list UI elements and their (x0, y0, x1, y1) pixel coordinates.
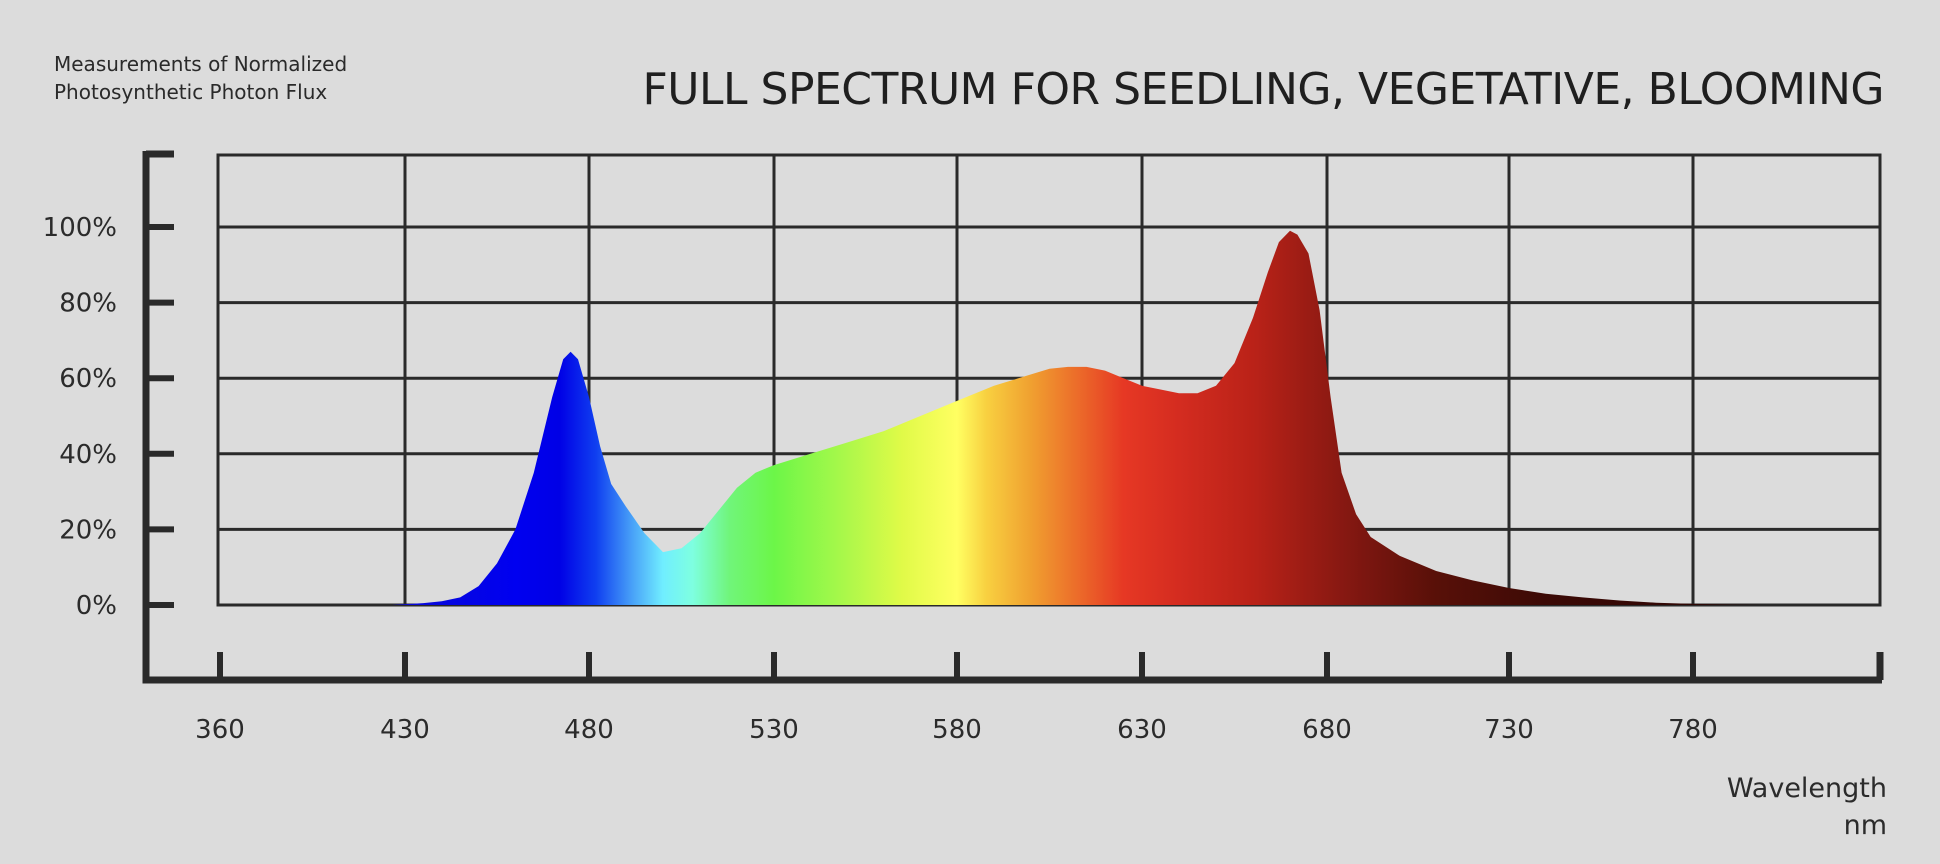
x-tick-label: 430 (380, 715, 430, 745)
x-tick-label: 530 (749, 715, 799, 745)
x-tick-label: 360 (195, 715, 245, 745)
axes (142, 150, 1884, 684)
spectrum-area (352, 230, 1804, 606)
y-tick-label: 0% (76, 591, 117, 621)
y-tick-label: 100% (43, 213, 117, 243)
chart-title: FULL SPECTRUM FOR SEEDLING, VEGETATIVE, … (642, 64, 1884, 115)
subtitle-line-2: Photosynthetic Photon Flux (54, 80, 328, 104)
x-tick-label: 680 (1302, 715, 1352, 745)
x-tick-label: 730 (1484, 715, 1534, 745)
x-axis-label: Wavelength nm (1727, 770, 1887, 844)
y-tick-label: 80% (59, 289, 117, 319)
y-tick-labels: 0% 20% 40% 60% 80% 100% (43, 213, 117, 621)
x-tick-label: 580 (932, 715, 982, 745)
x-axis-label-line-1: Wavelength (1726, 773, 1887, 804)
x-tick-label: 480 (564, 715, 614, 745)
y-tick-label: 40% (59, 440, 117, 470)
y-tick-label: 20% (59, 515, 117, 545)
x-tick-label: 780 (1668, 715, 1718, 745)
chart-subtitle: Measurements of Normalized Photosyntheti… (54, 50, 347, 106)
x-axis-label-line-2: nm (1843, 810, 1887, 841)
x-tick-label: 630 (1117, 715, 1167, 745)
y-tick-label: 60% (59, 364, 117, 394)
subtitle-line-1: Measurements of Normalized (54, 52, 348, 76)
x-tick-labels: 360 430 480 530 580 630 680 730 780 (195, 715, 1718, 745)
